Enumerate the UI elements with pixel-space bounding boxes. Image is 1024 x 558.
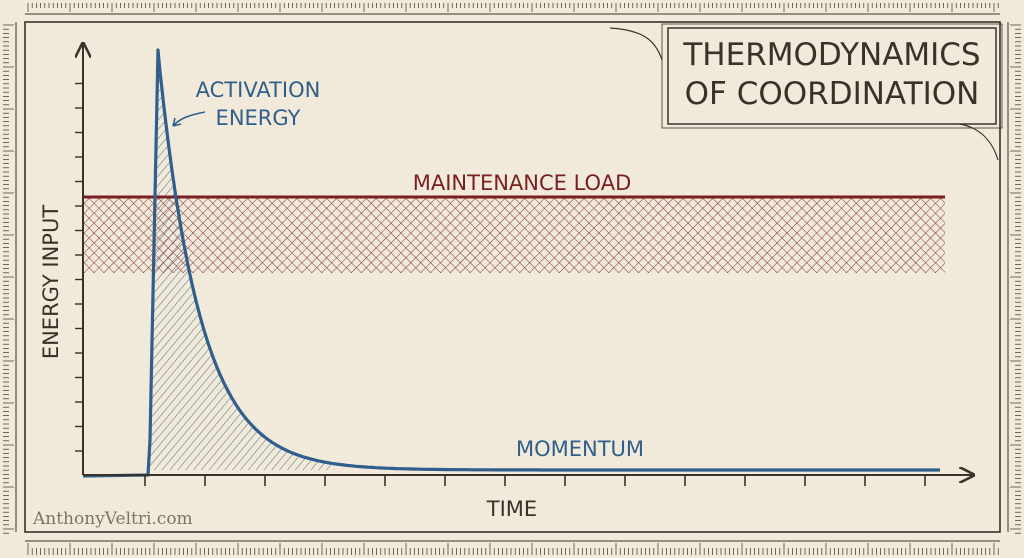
activation-pointer-arrow <box>172 111 206 127</box>
title-line-2: OF COORDINATION <box>685 76 980 112</box>
title-cartouche: THERMODYNAMICS OF COORDINATION <box>609 23 1003 161</box>
maintenance-load-band <box>83 198 945 273</box>
ruler-border <box>3 3 1021 555</box>
title-line-1: THERMODYNAMICS <box>682 37 980 73</box>
axis-ticks <box>75 82 926 486</box>
energy-curve <box>82 48 940 478</box>
momentum-label: MOMENTUM <box>516 437 644 461</box>
inner-frame <box>24 21 1001 533</box>
maintenance-load-label: MAINTENANCE LOAD <box>413 171 632 195</box>
x-axis-label: TIME <box>486 497 537 521</box>
watermark: AnthonyVeltri.com <box>32 509 193 529</box>
activation-hatch-area <box>150 50 335 470</box>
activation-energy-label-1: ACTIVATION <box>196 78 321 102</box>
y-axis-label: ENERGY INPUT <box>39 205 63 360</box>
activation-energy-label-2: ENERGY <box>216 106 301 130</box>
